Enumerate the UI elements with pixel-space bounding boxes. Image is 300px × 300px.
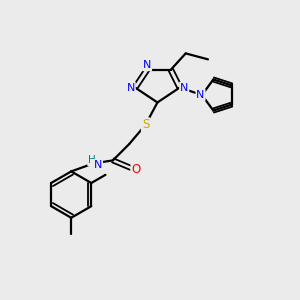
Text: N: N [196, 90, 205, 100]
Text: O: O [131, 163, 141, 176]
Text: H: H [88, 155, 96, 165]
Text: N: N [180, 82, 188, 93]
Text: S: S [142, 118, 149, 131]
Text: N: N [127, 82, 135, 93]
Text: N: N [94, 160, 102, 170]
Text: N: N [143, 60, 151, 70]
